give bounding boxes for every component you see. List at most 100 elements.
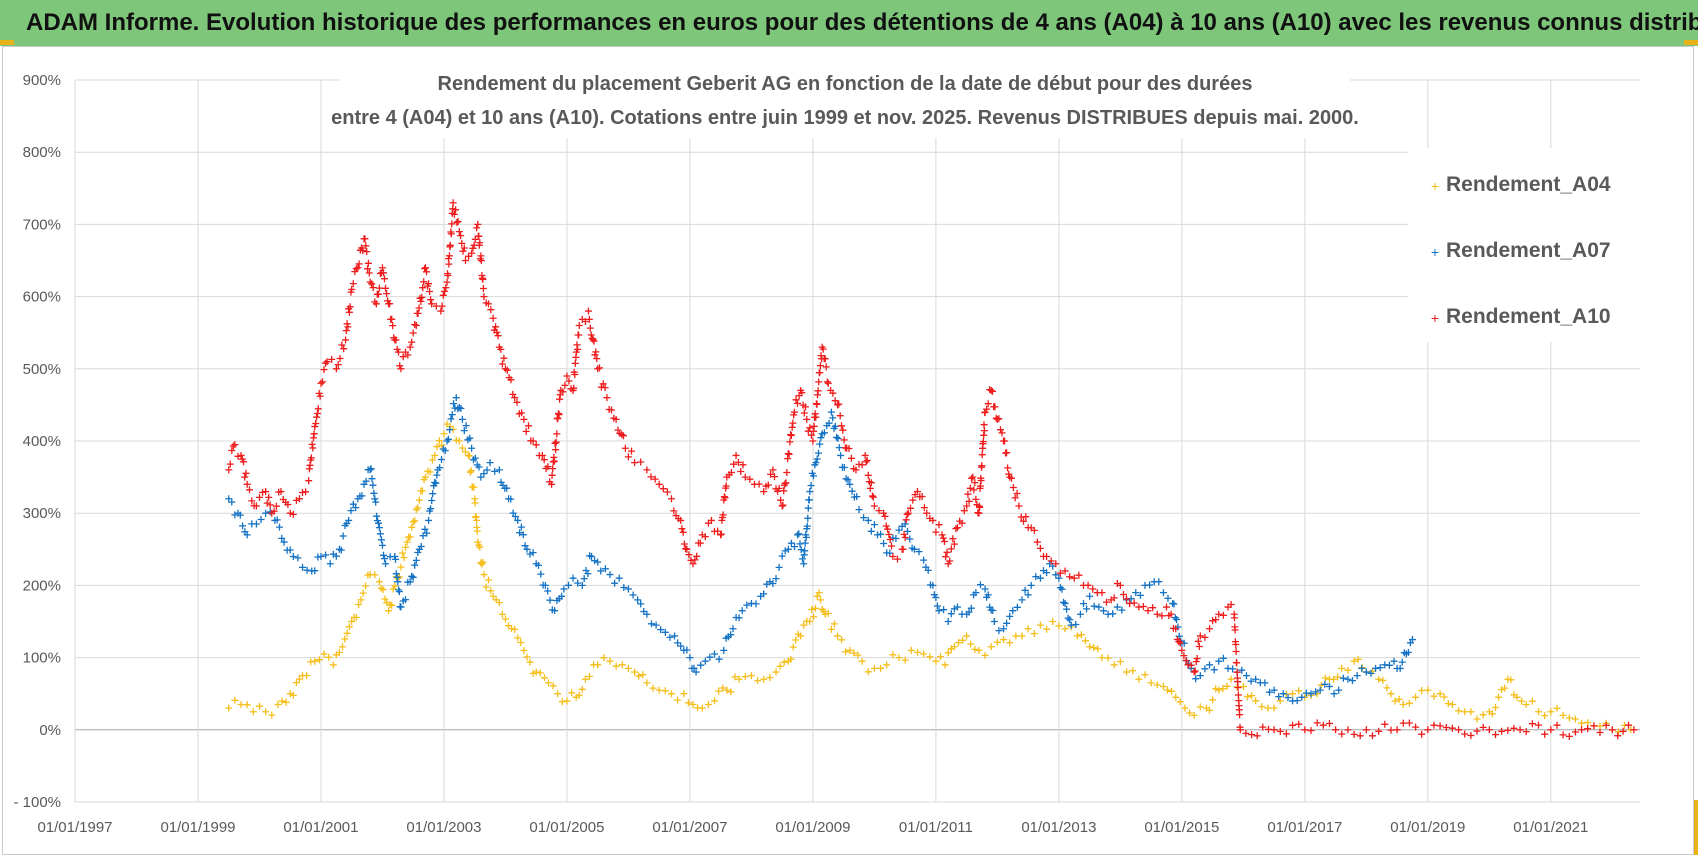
data-point-marker — [443, 437, 451, 445]
interpolated-point-cluster — [1130, 599, 1138, 607]
interpolated-point-cluster — [1110, 580, 1121, 602]
interpolated-point-cluster — [995, 415, 1006, 437]
data-point-marker — [262, 509, 270, 517]
y-tick-label: 300% — [23, 505, 61, 522]
interpolated-point-cluster — [1003, 612, 1014, 627]
interpolated-point-cluster — [1488, 704, 1499, 718]
data-point-marker — [852, 466, 860, 474]
data-point-marker — [932, 657, 940, 665]
interpolated-point-cluster — [1196, 703, 1204, 711]
data-point-marker — [873, 531, 881, 539]
data-point-marker — [944, 618, 952, 625]
interpolated-point-cluster — [482, 576, 495, 595]
data-point-marker — [252, 502, 260, 510]
data-point-marker — [1473, 715, 1481, 723]
interpolated-point-cluster — [574, 579, 582, 587]
data-point-marker — [422, 473, 430, 481]
data-point-marker — [1190, 668, 1198, 676]
data-point-marker — [449, 199, 457, 207]
data-point-marker — [348, 285, 356, 293]
data-point-marker — [711, 697, 719, 705]
interpolated-point-cluster — [848, 487, 861, 501]
data-point-marker — [474, 538, 482, 546]
x-tick-label: 01/01/2013 — [1021, 819, 1096, 836]
data-point-marker — [569, 574, 577, 582]
interpolated-point-cluster — [1164, 594, 1172, 602]
interpolated-point-cluster — [380, 269, 392, 305]
data-point-marker — [1036, 574, 1044, 582]
interpolated-point-cluster — [864, 668, 872, 676]
interpolated-point-cluster — [1338, 726, 1364, 740]
report-banner: ADAM Informe. Evolution historique des p… — [0, 0, 1698, 46]
interpolated-point-cluster — [614, 426, 627, 440]
data-point-marker — [815, 589, 823, 597]
interpolated-point-cluster — [755, 480, 763, 488]
interpolated-point-cluster — [1118, 606, 1126, 614]
data-point-marker — [305, 477, 313, 485]
interpolated-point-cluster — [1103, 598, 1110, 606]
data-point-marker — [311, 423, 319, 431]
data-point-marker — [1095, 603, 1103, 611]
interpolated-point-cluster — [1043, 625, 1051, 633]
interpolated-point-cluster — [1528, 697, 1536, 705]
data-point-marker — [575, 321, 583, 329]
interpolated-point-cluster — [341, 623, 353, 643]
data-point-marker — [904, 509, 912, 517]
data-point-marker — [1571, 715, 1579, 723]
data-point-marker — [237, 701, 245, 709]
interpolated-point-cluster — [1018, 632, 1026, 640]
interpolated-point-cluster — [1072, 621, 1080, 628]
data-point-marker — [317, 379, 325, 387]
interpolated-point-cluster — [558, 698, 566, 706]
interpolated-point-cluster — [1056, 569, 1064, 577]
interpolated-point-cluster — [762, 470, 775, 490]
data-point-marker — [981, 585, 989, 593]
data-point-marker — [584, 307, 592, 315]
data-point-marker — [225, 495, 233, 503]
data-point-marker — [1215, 610, 1223, 618]
interpolated-point-cluster — [800, 496, 813, 559]
data-point-marker — [624, 585, 632, 593]
interpolated-point-cluster — [795, 530, 806, 563]
data-point-marker — [1353, 672, 1361, 680]
data-point-marker — [277, 488, 285, 496]
corner-accent-top-left — [0, 40, 14, 45]
data-point-marker — [1350, 657, 1358, 665]
interpolated-point-cluster — [526, 549, 537, 558]
interpolated-point-cluster — [881, 512, 895, 550]
data-point-marker — [262, 708, 270, 716]
data-point-marker — [975, 646, 983, 654]
data-point-marker — [1172, 693, 1180, 701]
interpolated-point-cluster — [268, 711, 276, 719]
data-point-marker — [671, 632, 679, 640]
y-tick-label: 400% — [23, 433, 61, 450]
data-point-marker — [870, 502, 878, 510]
data-point-marker — [548, 480, 556, 488]
interpolated-point-cluster — [311, 553, 322, 575]
interpolated-point-cluster — [1165, 610, 1177, 632]
interpolated-point-cluster — [983, 386, 994, 413]
interpolated-point-cluster — [977, 581, 984, 589]
interpolated-point-cluster — [670, 507, 682, 523]
x-tick-label: 01/01/2003 — [406, 819, 481, 836]
interpolated-point-cluster — [349, 265, 360, 288]
interpolated-point-cluster — [648, 620, 655, 628]
interpolated-point-cluster — [1258, 703, 1266, 711]
data-point-marker — [1408, 636, 1416, 644]
interpolated-point-cluster — [661, 687, 669, 695]
data-point-marker — [772, 668, 780, 676]
interpolated-point-cluster — [1090, 602, 1098, 610]
data-point-marker — [357, 596, 365, 604]
interpolated-point-cluster — [715, 655, 723, 663]
interpolated-point-cluster — [995, 627, 1003, 635]
interpolated-point-cluster — [263, 493, 274, 509]
data-point-marker — [1559, 711, 1567, 719]
data-point-marker — [1159, 589, 1167, 597]
data-point-marker — [1424, 686, 1432, 694]
interpolated-point-cluster — [752, 600, 760, 608]
interpolated-point-cluster — [860, 514, 868, 522]
interpolated-point-cluster — [502, 615, 512, 630]
interpolated-point-cluster — [444, 400, 459, 443]
interpolated-point-cluster — [532, 441, 543, 459]
interpolated-point-cluster — [367, 465, 382, 527]
